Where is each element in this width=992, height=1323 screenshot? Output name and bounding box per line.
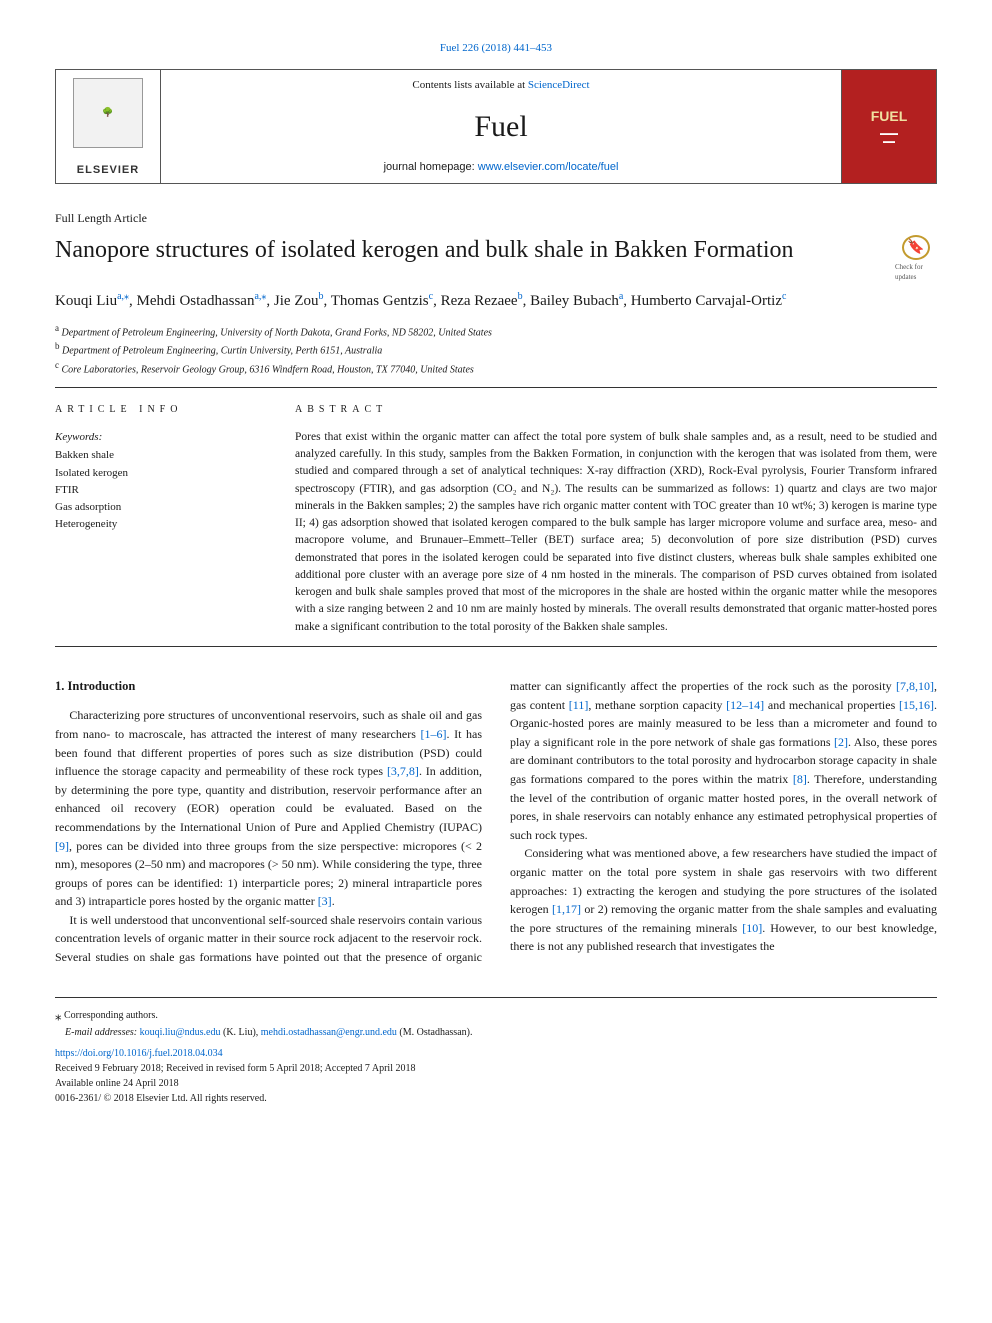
elsevier-tree-icon: 🌳 <box>73 78 143 148</box>
body-paragraph: Characterizing pore structures of unconv… <box>55 706 482 911</box>
authors-list: Kouqi Liua,⁎, Mehdi Ostadhassana,⁎, Jie … <box>55 289 937 313</box>
abstract-text: Pores that exist within the organic matt… <box>295 429 937 636</box>
email-link[interactable]: mehdi.ostadhassan@engr.und.edu <box>261 1027 397 1038</box>
article-title: Nanopore structures of isolated kerogen … <box>55 235 875 265</box>
article-footer: ⁎ Corresponding authors. E-mail addresse… <box>55 997 937 1107</box>
article-info-column: ARTICLE INFO Keywords: Bakken shaleIsola… <box>55 402 265 636</box>
available-online: Available online 24 April 2018 <box>55 1076 937 1091</box>
citation-link[interactable]: [3] <box>318 894 332 908</box>
cover-title: FUEL <box>871 106 908 127</box>
email-label: E-mail addresses: <box>65 1027 137 1038</box>
citation-link[interactable]: [10] <box>742 921 762 935</box>
divider <box>55 387 937 388</box>
email-link[interactable]: kouqi.liu@ndus.edu <box>140 1027 221 1038</box>
bookmark-icon: 🔖 <box>907 237 924 258</box>
keyword-item: Heterogeneity <box>55 516 265 533</box>
corresponding-symbol: ⁎ <box>55 1008 62 1023</box>
keywords-label: Keywords: <box>55 429 265 446</box>
sciencedirect-link[interactable]: ScienceDirect <box>528 79 590 91</box>
abstract-column: ABSTRACT Pores that exist within the org… <box>295 402 937 636</box>
citation-link[interactable]: [3,7,8] <box>387 764 419 778</box>
check-for-updates-badge[interactable]: 🔖 Check for updates <box>895 235 937 277</box>
contents-prefix: Contents lists available at <box>412 79 527 91</box>
keyword-item: Bakken shale <box>55 447 265 464</box>
homepage-link[interactable]: www.elsevier.com/locate/fuel <box>478 161 619 173</box>
affiliation-row: a Department of Petroleum Engineering, U… <box>55 322 937 340</box>
keywords-list: Bakken shaleIsolated kerogenFTIRGas adso… <box>55 447 265 532</box>
keyword-item: FTIR <box>55 482 265 499</box>
article-history: Received 9 February 2018; Received in re… <box>55 1061 937 1076</box>
citation-link[interactable]: [15,16] <box>899 698 934 712</box>
section-heading-intro: 1. Introduction <box>55 677 482 696</box>
doi-link[interactable]: https://doi.org/10.1016/j.fuel.2018.04.0… <box>55 1046 223 1061</box>
article-body: 1. Introduction Characterizing pore stru… <box>55 677 937 967</box>
affiliation-row: c Core Laboratories, Reservoir Geology G… <box>55 359 937 377</box>
journal-cover-thumbnail: FUEL ▬▬▬▬▬ <box>841 70 936 183</box>
affiliations-list: a Department of Petroleum Engineering, U… <box>55 322 937 377</box>
corresponding-label: Corresponding authors. <box>64 1010 158 1021</box>
journal-name: Fuel <box>474 104 527 149</box>
body-paragraph: Considering what was mentioned above, a … <box>510 844 937 956</box>
article-type: Full Length Article <box>55 209 937 227</box>
header-center: Contents lists available at ScienceDirec… <box>161 70 841 183</box>
copyright-line: 0016-2361/ © 2018 Elsevier Ltd. All righ… <box>55 1091 937 1106</box>
keyword-item: Isolated kerogen <box>55 465 265 482</box>
publisher-logo-block: 🌳 ELSEVIER <box>56 70 161 183</box>
citation-link[interactable]: [8] <box>793 772 807 786</box>
journal-header: 🌳 ELSEVIER Contents lists available at S… <box>55 69 937 184</box>
publisher-name: ELSEVIER <box>77 162 139 179</box>
divider <box>55 646 937 647</box>
article-info-heading: ARTICLE INFO <box>55 402 265 417</box>
journal-reference-link[interactable]: Fuel 226 (2018) 441–453 <box>55 40 937 57</box>
citation-link[interactable]: [9] <box>55 839 69 853</box>
citation-link[interactable]: [11] <box>569 698 589 712</box>
check-updates-label: Check for updates <box>895 262 937 283</box>
keyword-item: Gas adsorption <box>55 499 265 516</box>
citation-link[interactable]: [12–14] <box>726 698 764 712</box>
citation-link[interactable]: [7,8,10] <box>896 679 934 693</box>
contents-available-line: Contents lists available at ScienceDirec… <box>412 77 589 94</box>
homepage-prefix: journal homepage: <box>384 161 478 173</box>
affiliation-row: b Department of Petroleum Engineering, C… <box>55 340 937 358</box>
citation-link[interactable]: [2] <box>834 735 848 749</box>
abstract-heading: ABSTRACT <box>295 402 937 417</box>
homepage-line: journal homepage: www.elsevier.com/locat… <box>384 159 619 176</box>
citation-link[interactable]: [1–6] <box>420 727 446 741</box>
citation-link[interactable]: [1,17] <box>552 902 581 916</box>
